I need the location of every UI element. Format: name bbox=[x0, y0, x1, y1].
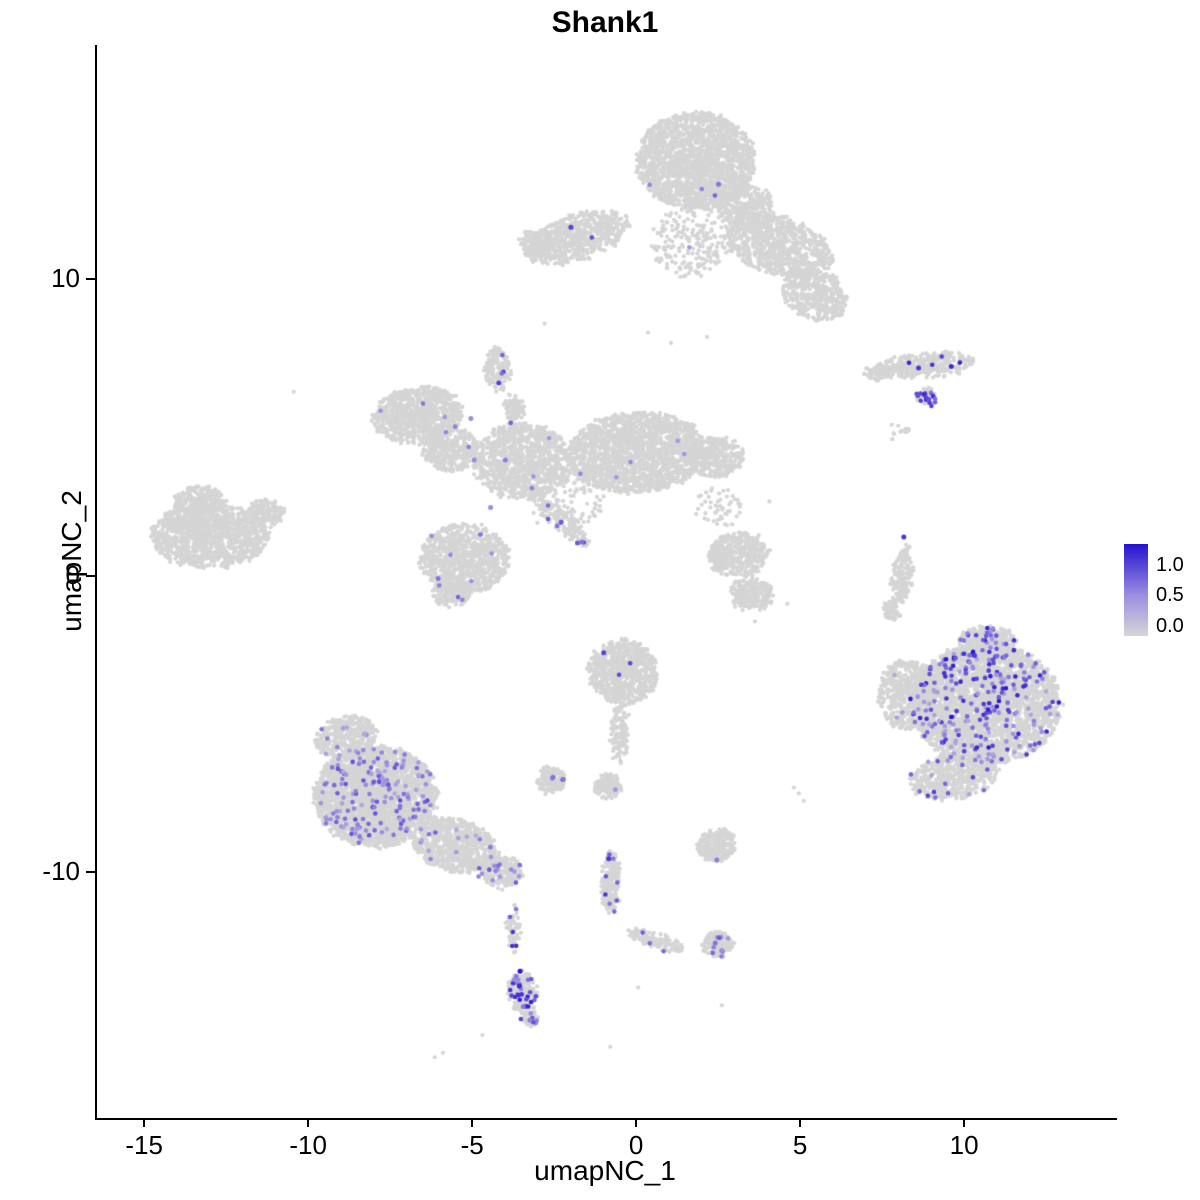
plot-canvas bbox=[97, 45, 1117, 1118]
y-tick-mark bbox=[86, 870, 95, 873]
y-tick-label: -10 bbox=[42, 855, 80, 886]
y-tick-mark bbox=[86, 278, 95, 281]
x-tick-mark bbox=[307, 1118, 310, 1127]
x-tick-mark bbox=[143, 1118, 146, 1127]
colorbar-tick-label: 0.5 bbox=[1156, 584, 1184, 607]
y-axis-title: umapNC_2 bbox=[56, 490, 87, 632]
x-tick-label: -5 bbox=[460, 1130, 484, 1160]
x-tick-mark bbox=[471, 1118, 474, 1127]
plot-area bbox=[95, 45, 1117, 1120]
x-tick-label: -15 bbox=[125, 1130, 163, 1160]
plot-title: Shank1 bbox=[551, 6, 659, 39]
x-tick-label: 0 bbox=[628, 1130, 644, 1160]
y-tick-label: 0 bbox=[65, 559, 80, 590]
colorbar bbox=[1124, 544, 1148, 636]
y-tick-mark bbox=[86, 574, 95, 577]
x-axis-title: umapNC_1 bbox=[534, 1155, 676, 1186]
x-tick-label: 10 bbox=[949, 1130, 979, 1160]
colorbar-tick-label: 1.0 bbox=[1156, 554, 1184, 577]
colorbar-gradient bbox=[1124, 544, 1148, 636]
colorbar-tick-label: 0.0 bbox=[1156, 614, 1184, 637]
x-tick-mark bbox=[963, 1118, 966, 1127]
y-tick-label: 10 bbox=[51, 263, 80, 294]
x-tick-mark bbox=[635, 1118, 638, 1127]
x-tick-mark bbox=[799, 1118, 802, 1127]
x-tick-label: -10 bbox=[289, 1130, 327, 1160]
x-tick-label: 5 bbox=[792, 1130, 808, 1160]
